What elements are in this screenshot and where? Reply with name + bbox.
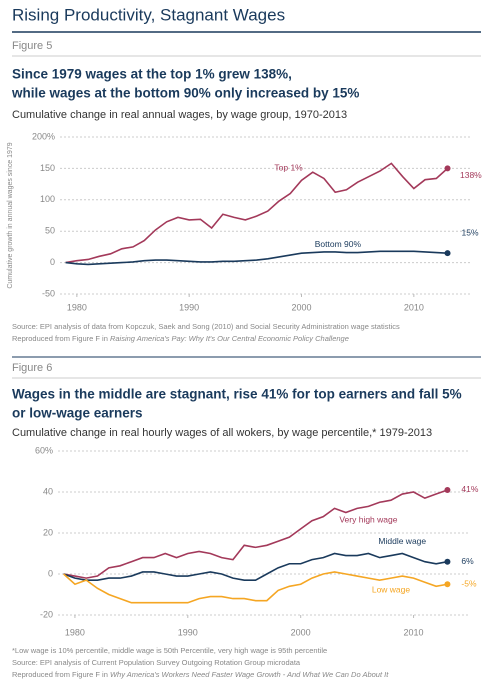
note: Source: EPI analysis of data from Kopczu… [12,322,400,331]
value-label: 6% [461,556,474,566]
y-tick-label: 50 [45,226,55,236]
series-label: Very high wage [339,515,397,525]
y-tick-label: 0 [50,257,55,267]
chart-title: or low-wage earners [12,406,143,421]
series-label: Middle wage [378,536,426,546]
x-tick-label: 1980 [65,627,85,637]
x-tick-label: 1990 [178,627,198,637]
series-label: Bottom 90% [315,239,362,249]
x-tick-label: 1980 [67,302,87,312]
x-tick-label: 2000 [291,302,311,312]
figure-label: Figure 5 [12,40,52,52]
reproduced-prefix: Reproduced from Figure F in [12,334,110,343]
value-label: -5% [461,579,477,589]
figure-label: Figure 6 [12,362,52,374]
y-axis-label: Cumulative growth in annual wages since … [7,142,14,288]
series-line [65,250,448,266]
y-tick-label: 100 [40,194,55,204]
y-tick-label: 0 [48,568,53,578]
series-label: Low wage [372,584,411,594]
reproduced-title: Why America's Workers Need Faster Wage G… [110,670,389,679]
end-dot [444,558,451,565]
reproduced-note: Reproduced from Figure F in Why America'… [12,670,389,679]
end-dot [444,250,451,257]
series-line [65,162,449,264]
x-tick-label: 2000 [291,627,311,637]
y-tick-label: 60% [35,445,53,455]
reproduced-title: Raising America's Pay: Why It's Our Cent… [110,334,349,343]
note: Source: EPI analysis of Current Populati… [12,658,301,667]
y-tick-label: 20 [43,527,53,537]
series-line [63,489,448,579]
chart-title: Since 1979 wages at the top 1% grew 138%… [12,67,292,82]
series-line [63,552,448,581]
y-tick-label: -50 [42,288,55,298]
end-dot [444,165,451,172]
page-title: Rising Productivity, Stagnant Wages [12,5,285,24]
reproduced-prefix: Reproduced from Figure F in [12,670,110,679]
value-label: 41% [461,484,478,494]
end-dot [444,581,451,588]
x-tick-label: 1990 [179,302,199,312]
end-dot [444,486,451,493]
note: *Low wage is 10% percentile, middle wage… [12,646,327,655]
chart-subtitle: Cumulative change in real hourly wages o… [12,427,432,439]
series-label: Top 1% [274,162,303,172]
y-tick-label: -20 [40,609,53,619]
series-line [63,571,448,604]
value-label: 138% [460,170,482,180]
reproduced-note: Reproduced from Figure F in Raising Amer… [12,334,349,343]
x-tick-label: 2010 [404,302,424,312]
chart-subtitle: Cumulative change in real annual wages, … [12,109,347,121]
y-tick-label: 150 [40,163,55,173]
y-tick-label: 200% [32,131,55,141]
x-tick-label: 2010 [404,627,424,637]
y-tick-label: 40 [43,486,53,496]
value-label: 15% [462,227,479,237]
chart-title: while wages at the bottom 90% only incre… [11,86,359,101]
chart-title: Wages in the middle are stagnant, rise 4… [12,387,462,402]
